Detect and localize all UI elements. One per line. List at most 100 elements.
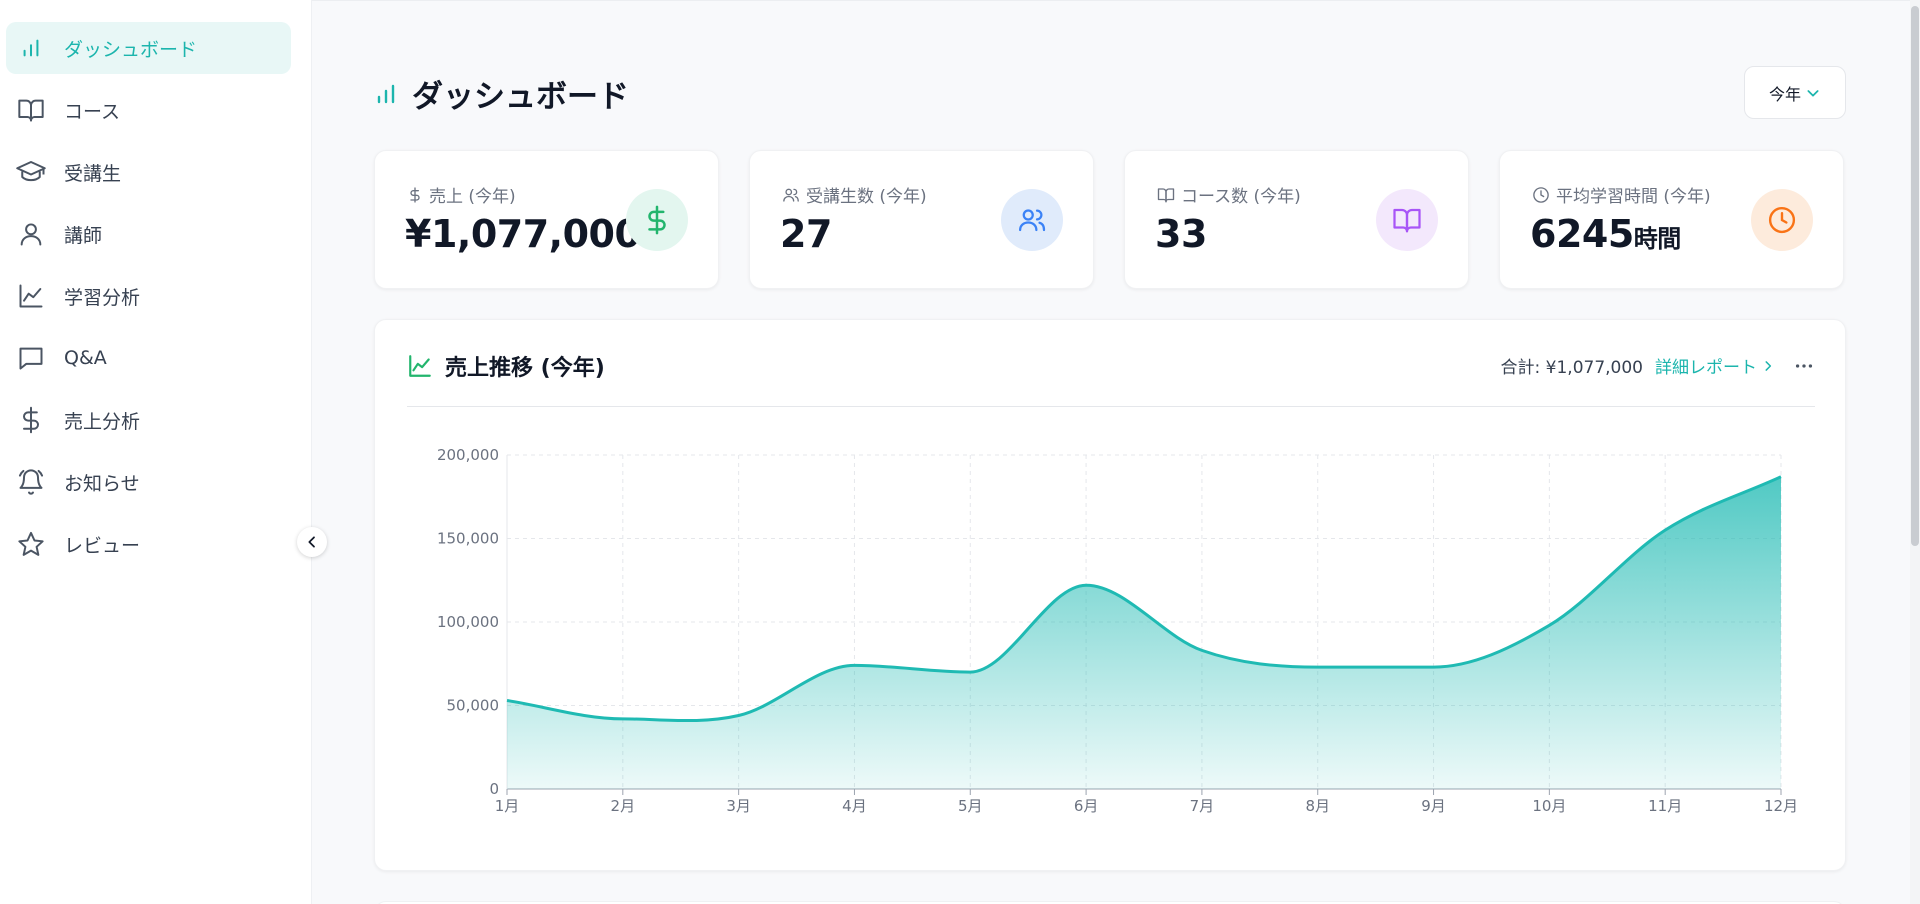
sidebar-item-label: 学習分析 [64, 286, 141, 309]
sidebar-item-students[interactable]: 受講生 [6, 146, 291, 198]
sidebar-item-label: 講師 [64, 224, 103, 247]
stat-label: 売上 (今年) [407, 182, 516, 207]
dollar-sign-icon [407, 186, 423, 203]
x-tick-label: 8月 [1305, 797, 1330, 815]
sidebar-item-sales-analytics[interactable]: 売上分析 [6, 394, 291, 446]
message-square-icon [16, 343, 46, 373]
x-tick-label: 11月 [1648, 797, 1682, 815]
x-tick-label: 3月 [726, 797, 751, 815]
book-icon [16, 95, 46, 125]
stat-label-text: 受講生数 (今年) [806, 187, 927, 207]
chart-actions: 合計: ¥1,077,000 詳細レポート [1501, 353, 1815, 378]
stat-value-number: 6245 [1530, 212, 1634, 256]
stat-value: ¥1,077,000 [405, 212, 641, 256]
y-tick-label: 150,000 [437, 530, 499, 548]
stat-value: 6245時間 [1530, 212, 1681, 256]
sidebar: ダッシュボード コース 受講生 講師 学習分析 Q&A 売上分析 [0, 0, 312, 904]
y-tick-label: 100,000 [437, 613, 499, 631]
users-icon [1017, 205, 1047, 235]
stat-icon-circle [1001, 189, 1063, 251]
chart-title: 売上推移 (今年) [445, 356, 605, 381]
stat-value-unit: 時間 [1633, 225, 1682, 253]
sidebar-item-qa[interactable]: Q&A [6, 332, 291, 384]
book-open-icon [1157, 186, 1175, 204]
graduation-cap-icon [16, 157, 46, 187]
sidebar-item-label: お知らせ [64, 472, 140, 495]
sidebar-item-courses[interactable]: コース [6, 84, 291, 136]
x-tick-label: 9月 [1421, 797, 1446, 815]
collapse-sidebar-button[interactable] [297, 527, 327, 557]
line-chart-icon [407, 353, 433, 379]
stat-card-sales: 売上 (今年) ¥1,077,000 [374, 150, 719, 289]
chevron-down-icon [1805, 85, 1821, 101]
users-icon [782, 186, 800, 204]
y-tick-label: 200,000 [437, 446, 499, 464]
scrollbar-thumb[interactable] [1911, 6, 1919, 546]
star-icon [16, 529, 46, 559]
x-tick-label: 2月 [611, 797, 636, 815]
page-title: ダッシュボード [412, 79, 629, 115]
stat-icon-circle [1751, 189, 1813, 251]
x-tick-label: 12月 [1764, 797, 1798, 815]
stat-icon-circle [1376, 189, 1438, 251]
sidebar-item-label: コース [64, 100, 121, 123]
stat-value-number: 33 [1155, 212, 1207, 256]
bar-chart-icon [16, 33, 46, 63]
sidebar-item-instructors[interactable]: 講師 [6, 208, 291, 260]
y-tick-label: 50,000 [447, 697, 500, 715]
chart-header: 売上推移 (今年) [407, 350, 605, 382]
stat-value: 27 [780, 212, 832, 256]
sidebar-item-label: 受講生 [64, 162, 122, 185]
stat-value-number: 27 [780, 212, 832, 256]
chevron-right-icon [1761, 359, 1775, 373]
bar-chart-icon [374, 82, 398, 106]
sidebar-item-learning-analytics[interactable]: 学習分析 [6, 270, 291, 322]
sidebar-item-label: レビュー [64, 534, 141, 557]
x-tick-label: 5月 [958, 797, 983, 815]
sales-line [506, 475, 1782, 723]
year-select-value: 今年 [1768, 84, 1801, 104]
stat-label-text: 売上 (今年) [429, 187, 516, 207]
line-chart-icon [16, 281, 46, 311]
page-scrollbar[interactable] [1910, 0, 1920, 904]
stat-label-text: 平均学習時間 (今年) [1556, 187, 1711, 207]
stat-label: 平均学習時間 (今年) [1532, 182, 1711, 207]
clock-icon [1532, 186, 1550, 204]
chart-total: 合計: ¥1,077,000 [1500, 358, 1643, 378]
sidebar-item-label: 売上分析 [64, 410, 141, 433]
chevron-left-icon [304, 534, 320, 550]
sidebar-item-label: Q&A [64, 347, 107, 369]
sidebar-item-reviews[interactable]: レビュー [6, 518, 291, 570]
x-tick-label: 6月 [1074, 797, 1099, 815]
stat-card-courses: コース数 (今年) 33 [1124, 150, 1469, 289]
sales-area-chart: 0 50,000 100,000 150,000 200,000 1月 2月 3月 4月 5月 6月… [437, 446, 1798, 815]
sidebar-item-notifications[interactable]: お知らせ [6, 456, 291, 508]
x-tick-label: 4月 [842, 797, 867, 815]
book-open-icon [1392, 205, 1422, 235]
stat-label: コース数 (今年) [1157, 182, 1301, 207]
stat-label: 受講生数 (今年) [782, 182, 927, 207]
x-tick-label: 7月 [1190, 797, 1215, 815]
detail-report-link[interactable]: 詳細レポート [1655, 353, 1775, 378]
sidebar-item-dashboard[interactable]: ダッシュボード [6, 22, 291, 74]
y-tick-label: 0 [489, 780, 499, 798]
sidebar-item-label: ダッシュボード [64, 38, 198, 61]
sales-area-fill [507, 476, 1781, 789]
stat-icon-circle [626, 189, 688, 251]
page-header: ダッシュボード [374, 71, 629, 116]
stat-label-text: コース数 (今年) [1181, 187, 1301, 207]
x-tick-label: 1月 [495, 797, 520, 815]
clock-icon [1767, 205, 1797, 235]
dollar-sign-icon [16, 405, 46, 435]
bell-icon [16, 467, 46, 497]
year-select[interactable]: 今年 [1744, 66, 1846, 119]
x-tick-label: 10月 [1532, 797, 1566, 815]
stat-value: 33 [1155, 212, 1207, 256]
detail-report-label: 詳細レポート [1655, 358, 1757, 378]
chart-divider [407, 406, 1815, 407]
sales-trend-card: 売上推移 (今年) 合計: ¥1,077,000 詳細レポート 0 50,000 1… [374, 319, 1846, 871]
main-content: ダッシュボード 今年 売上 (今年) ¥1,077,000 受講生数 (今年) … [312, 0, 1910, 904]
more-horizontal-icon[interactable] [1793, 355, 1815, 377]
stat-card-students: 受講生数 (今年) 27 [749, 150, 1094, 289]
stat-card-study-time: 平均学習時間 (今年) 6245時間 [1499, 150, 1844, 289]
